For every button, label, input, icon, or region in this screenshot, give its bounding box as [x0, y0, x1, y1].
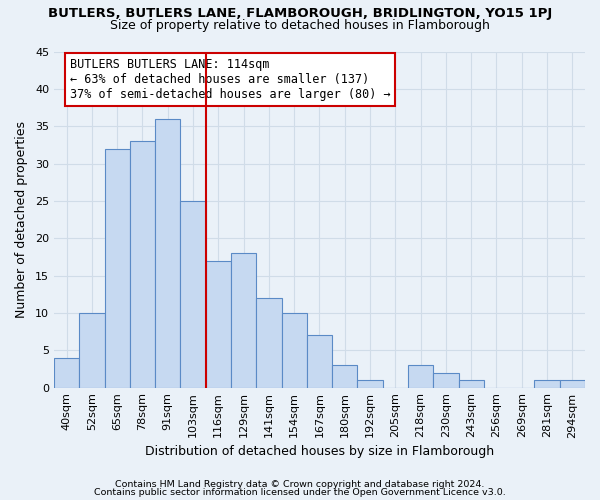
Bar: [332, 365, 358, 388]
Bar: [130, 141, 155, 388]
Bar: [256, 298, 281, 388]
Bar: [433, 372, 458, 388]
Bar: [54, 358, 79, 388]
Bar: [535, 380, 560, 388]
Text: Size of property relative to detached houses in Flamborough: Size of property relative to detached ho…: [110, 18, 490, 32]
Bar: [79, 313, 104, 388]
Bar: [358, 380, 383, 388]
Text: Contains HM Land Registry data © Crown copyright and database right 2024.: Contains HM Land Registry data © Crown c…: [115, 480, 485, 489]
X-axis label: Distribution of detached houses by size in Flamborough: Distribution of detached houses by size …: [145, 444, 494, 458]
Bar: [104, 148, 130, 388]
Y-axis label: Number of detached properties: Number of detached properties: [15, 121, 28, 318]
Bar: [155, 118, 181, 388]
Text: BUTLERS BUTLERS LANE: 114sqm
← 63% of detached houses are smaller (137)
37% of s: BUTLERS BUTLERS LANE: 114sqm ← 63% of de…: [70, 58, 391, 101]
Bar: [560, 380, 585, 388]
Text: Contains public sector information licensed under the Open Government Licence v3: Contains public sector information licen…: [94, 488, 506, 497]
Bar: [458, 380, 484, 388]
Bar: [307, 336, 332, 388]
Bar: [231, 253, 256, 388]
Bar: [181, 201, 206, 388]
Bar: [281, 313, 307, 388]
Bar: [408, 365, 433, 388]
Text: BUTLERS, BUTLERS LANE, FLAMBOROUGH, BRIDLINGTON, YO15 1PJ: BUTLERS, BUTLERS LANE, FLAMBOROUGH, BRID…: [48, 8, 552, 20]
Bar: [206, 260, 231, 388]
